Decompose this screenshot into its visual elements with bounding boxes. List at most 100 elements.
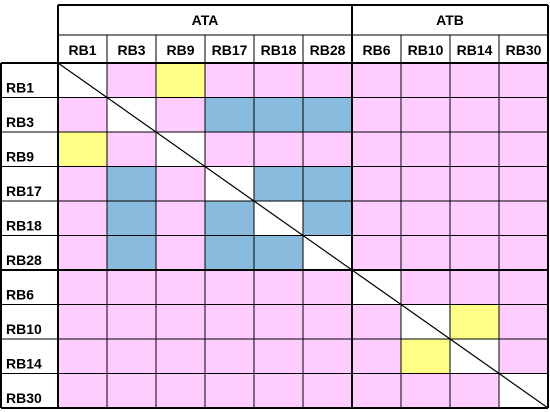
cell-RB30-RB10 xyxy=(401,373,450,408)
cell-RB18-RB14 xyxy=(450,201,499,236)
cell-RB18-RB10 xyxy=(401,201,450,236)
cell-RB28-RB10 xyxy=(401,235,450,270)
cell-RB14-RB10 xyxy=(401,339,450,374)
cell-RB10-RB9 xyxy=(156,304,205,339)
cell-RB30-RB9 xyxy=(156,373,205,408)
row-label-rb30: RB30 xyxy=(6,390,42,406)
cell-RB1-RB14 xyxy=(450,63,499,98)
cell-RB14-RB30 xyxy=(499,339,548,374)
cell-RB17-RB1 xyxy=(58,166,107,201)
cell-RB14-RB28 xyxy=(303,339,352,374)
cell-RB30-RB14 xyxy=(450,373,499,408)
cell-RB28-RB9 xyxy=(156,235,205,270)
cell-RB17-RB3 xyxy=(107,166,156,201)
cell-RB18-RB17 xyxy=(205,201,254,236)
cell-RB1-RB9 xyxy=(156,63,205,98)
cell-RB9-RB14 xyxy=(450,132,499,167)
cell-RB1-RB30 xyxy=(499,63,548,98)
row-label-rb1: RB1 xyxy=(6,80,34,96)
cell-RB1-RB17 xyxy=(205,63,254,98)
grid-lines xyxy=(0,4,549,409)
column-label-rb9: RB9 xyxy=(166,42,194,58)
cell-RB30-RB1 xyxy=(58,373,107,408)
cell-RB17-RB14 xyxy=(450,166,499,201)
cell-RB18-RB28 xyxy=(303,201,352,236)
cell-RB10-RB6 xyxy=(352,304,401,339)
row-label-rb10: RB10 xyxy=(6,321,42,337)
column-label-rb17: RB17 xyxy=(212,42,248,58)
cell-RB14-RB9 xyxy=(156,339,205,374)
cell-RB9-RB10 xyxy=(401,132,450,167)
cell-RB6-RB1 xyxy=(58,270,107,305)
column-label-rb30: RB30 xyxy=(506,42,542,58)
cell-RB14-RB6 xyxy=(352,339,401,374)
column-label-rb6: RB6 xyxy=(362,42,390,58)
cell-RB9-RB28 xyxy=(303,132,352,167)
cell-RB10-RB3 xyxy=(107,304,156,339)
cell-RB10-RB30 xyxy=(499,304,548,339)
column-label-rb28: RB28 xyxy=(310,42,346,58)
diagonal-line xyxy=(57,62,549,409)
cell-RB17-RB18 xyxy=(254,166,303,201)
matrix-cells xyxy=(58,63,548,408)
cell-RB6-RB17 xyxy=(205,270,254,305)
cell-RB18-RB3 xyxy=(107,201,156,236)
row-label-rb9: RB9 xyxy=(6,149,34,165)
cell-RB6-RB14 xyxy=(450,270,499,305)
column-label-rb14: RB14 xyxy=(457,42,493,58)
cell-RB6-RB28 xyxy=(303,270,352,305)
cell-RB1-RB3 xyxy=(107,63,156,98)
cell-RB17-RB30 xyxy=(499,166,548,201)
cell-RB30-RB6 xyxy=(352,373,401,408)
cell-RB1-RB6 xyxy=(352,63,401,98)
cell-RB28-RB3 xyxy=(107,235,156,270)
cell-RB10-RB18 xyxy=(254,304,303,339)
cell-RB9-RB3 xyxy=(107,132,156,167)
cell-RB17-RB9 xyxy=(156,166,205,201)
group-label-atb: ATB xyxy=(436,12,464,28)
diagonal xyxy=(57,62,549,409)
cell-RB3-RB9 xyxy=(156,97,205,132)
cell-RB6-RB18 xyxy=(254,270,303,305)
cell-RB30-RB18 xyxy=(254,373,303,408)
cell-RB17-RB28 xyxy=(303,166,352,201)
cell-RB17-RB6 xyxy=(352,166,401,201)
cell-RB9-RB30 xyxy=(499,132,548,167)
cell-RB28-RB30 xyxy=(499,235,548,270)
cell-RB30-RB28 xyxy=(303,373,352,408)
cell-RB14-RB18 xyxy=(254,339,303,374)
cell-RB6-RB3 xyxy=(107,270,156,305)
matrix-labels: ATA ATB RB1 RB3 RB9 RB17 RB18 RB28 RB6 RB10 RB14 RB… xyxy=(6,12,542,406)
cell-RB3-RB6 xyxy=(352,97,401,132)
cell-RB1-RB18 xyxy=(254,63,303,98)
cell-RB28-RB18 xyxy=(254,235,303,270)
cell-RB10-RB1 xyxy=(58,304,107,339)
row-label-rb28: RB28 xyxy=(6,252,42,268)
cell-RB3-RB28 xyxy=(303,97,352,132)
cell-RB6-RB10 xyxy=(401,270,450,305)
cell-RB28-RB1 xyxy=(58,235,107,270)
cell-RB3-RB17 xyxy=(205,97,254,132)
column-label-rb1: RB1 xyxy=(68,42,96,58)
cell-RB10-RB28 xyxy=(303,304,352,339)
cell-RB18-RB9 xyxy=(156,201,205,236)
cell-RB6-RB30 xyxy=(499,270,548,305)
cell-RB28-RB17 xyxy=(205,235,254,270)
cell-RB30-RB3 xyxy=(107,373,156,408)
row-label-rb17: RB17 xyxy=(6,183,42,199)
cell-RB14-RB1 xyxy=(58,339,107,374)
cell-RB1-RB28 xyxy=(303,63,352,98)
cell-RB9-RB17 xyxy=(205,132,254,167)
row-label-rb3: RB3 xyxy=(6,114,34,130)
cell-RB3-RB30 xyxy=(499,97,548,132)
column-label-rb10: RB10 xyxy=(408,42,444,58)
cell-RB10-RB14 xyxy=(450,304,499,339)
cell-RB3-RB14 xyxy=(450,97,499,132)
cell-RB3-RB1 xyxy=(58,97,107,132)
cell-RB17-RB10 xyxy=(401,166,450,201)
column-label-rb3: RB3 xyxy=(117,42,145,58)
cell-RB9-RB18 xyxy=(254,132,303,167)
cell-RB28-RB14 xyxy=(450,235,499,270)
